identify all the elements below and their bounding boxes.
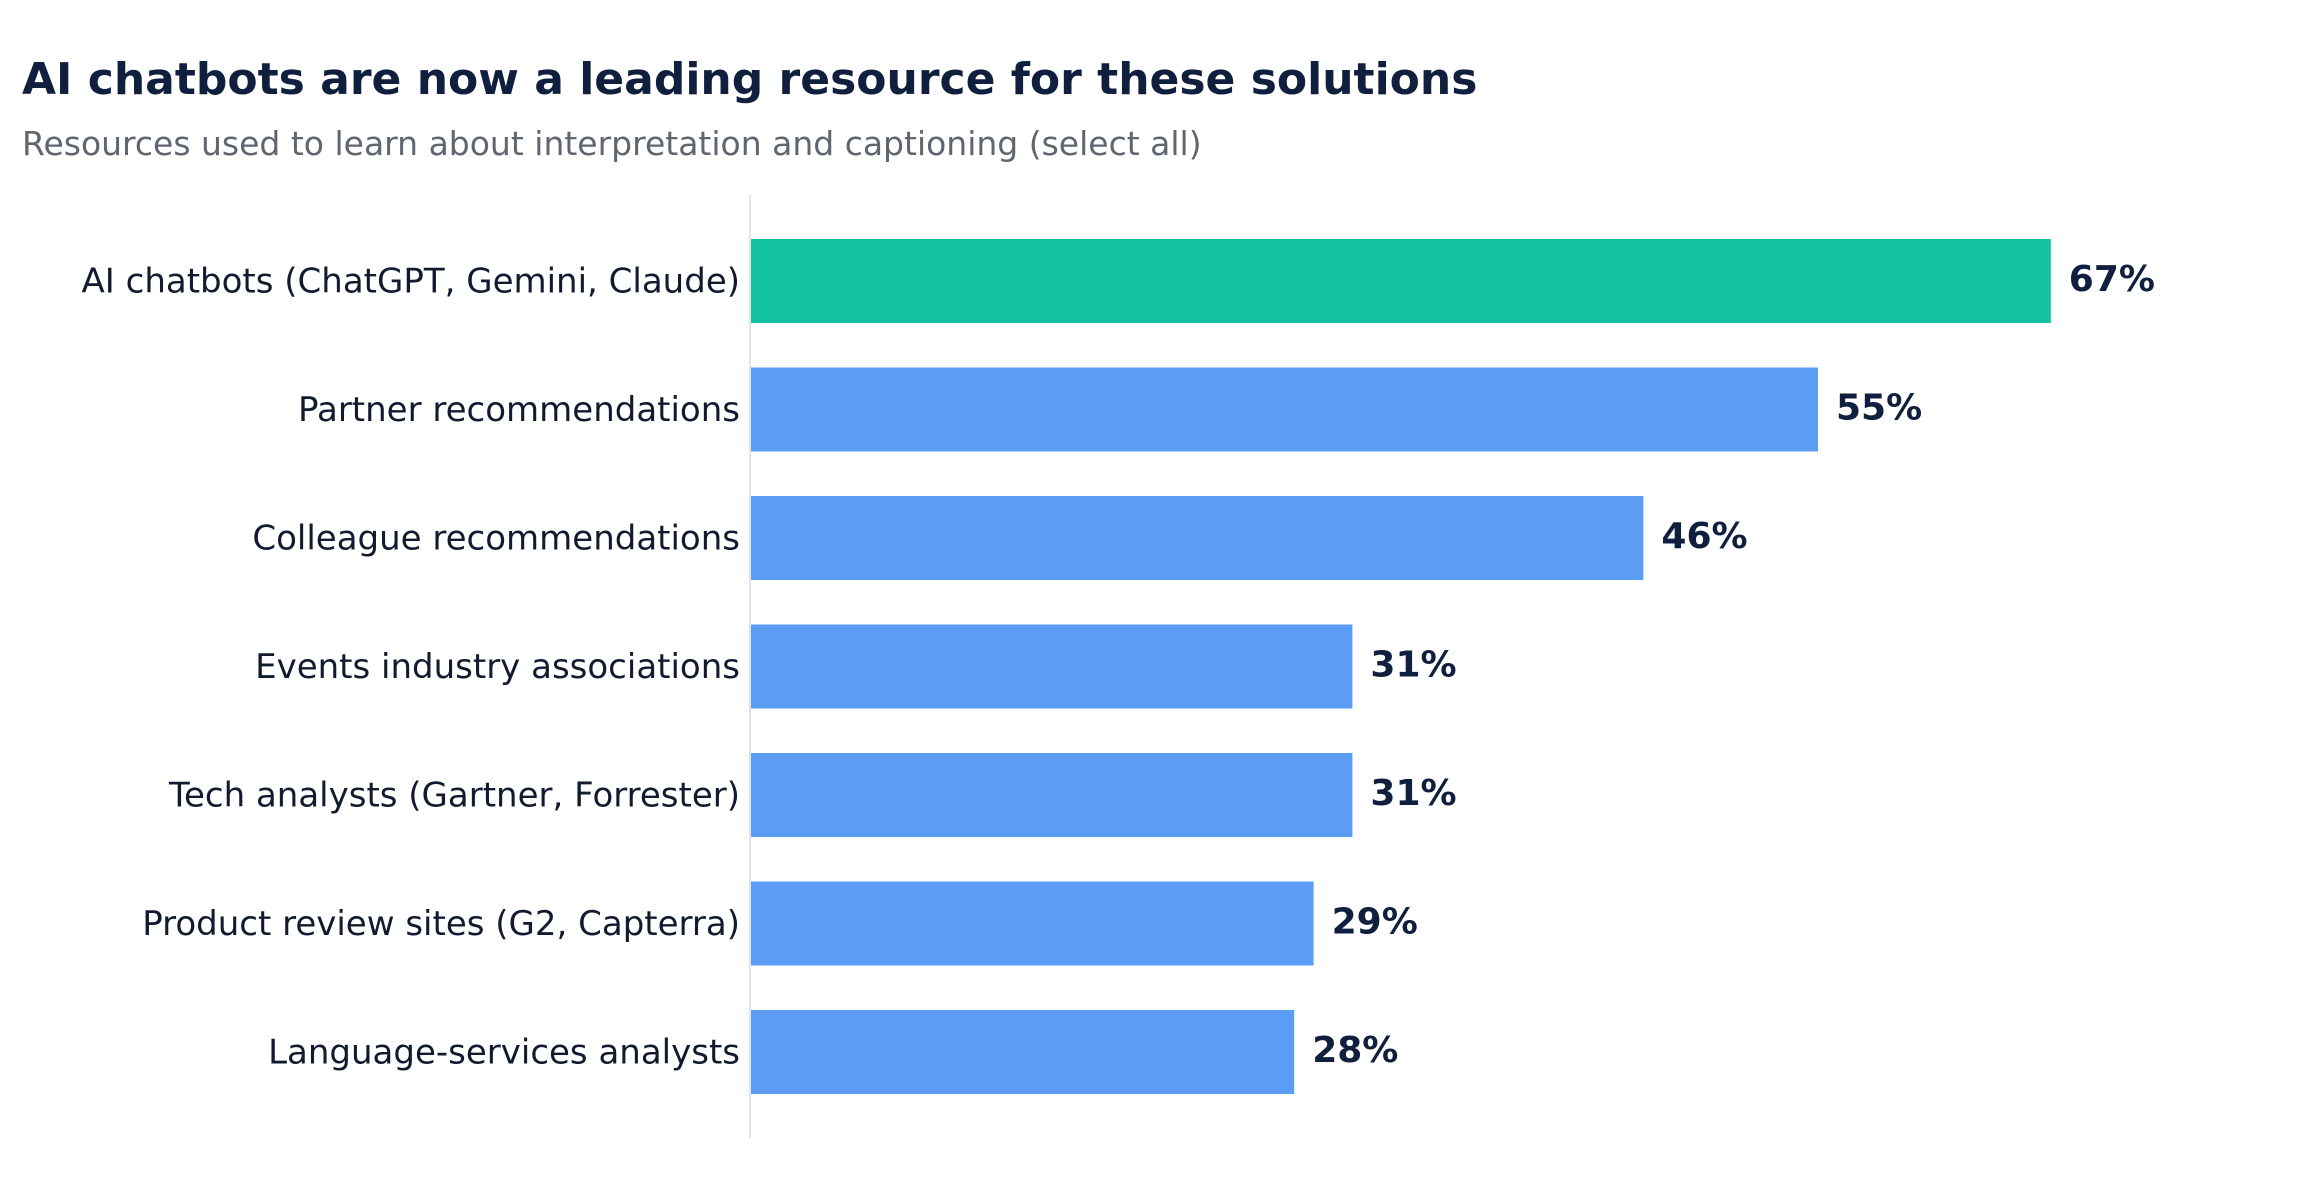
value-label-colleague-recommendations: 46%: [1661, 516, 1747, 557]
value-label-tech-analysts-gartner-forrester: 31%: [1370, 773, 1456, 814]
category-label-colleague-recommendations: Colleague recommendations: [252, 519, 740, 559]
bar-events-industry-associations: [751, 624, 1353, 709]
category-label-product-review-sites-g2-capterra: Product review sites (G2, Capterra): [142, 904, 740, 944]
bar-tech-analysts-gartner-forrester: [751, 753, 1353, 837]
category-label-language-services-analysts: Language-services analysts: [268, 1033, 740, 1073]
chart-title: AI chatbots are now a leading resource f…: [22, 54, 1478, 105]
value-label-ai-chatbots-chatgpt-gemini-claude: 67%: [2069, 259, 2155, 300]
bar-product-review-sites-g2-capterra: [751, 881, 1314, 966]
bar-ai-chatbots-chatgpt-gemini-claude: [751, 239, 2051, 323]
bar-partner-recommendations: [751, 367, 1818, 452]
value-label-partner-recommendations: 55%: [1836, 388, 1922, 429]
category-label-ai-chatbots-chatgpt-gemini-claude: AI chatbots (ChatGPT, Gemini, Claude): [82, 262, 740, 302]
chart-subtitle: Resources used to learn about interpreta…: [22, 124, 1202, 163]
bar-colleague-recommendations: [751, 496, 1644, 580]
category-labels-group: AI chatbots (ChatGPT, Gemini, Claude) Par…: [82, 262, 740, 1073]
bar-language-services-analysts: [751, 1010, 1295, 1094]
value-label-language-services-analysts: 28%: [1312, 1030, 1398, 1071]
value-labels-group: 67% 55% 46% 31% 31% 29% 28%: [1312, 259, 2155, 1071]
value-label-product-review-sites-g2-capterra: 29%: [1332, 902, 1418, 943]
category-label-partner-recommendations: Partner recommendations: [298, 390, 740, 430]
value-label-events-industry-associations: 31%: [1370, 645, 1456, 686]
category-label-events-industry-associations: Events industry associations: [255, 647, 740, 687]
category-label-tech-analysts-gartner-forrester: Tech analysts (Gartner, Forrester): [168, 776, 740, 816]
bars-group: [751, 239, 2051, 1094]
